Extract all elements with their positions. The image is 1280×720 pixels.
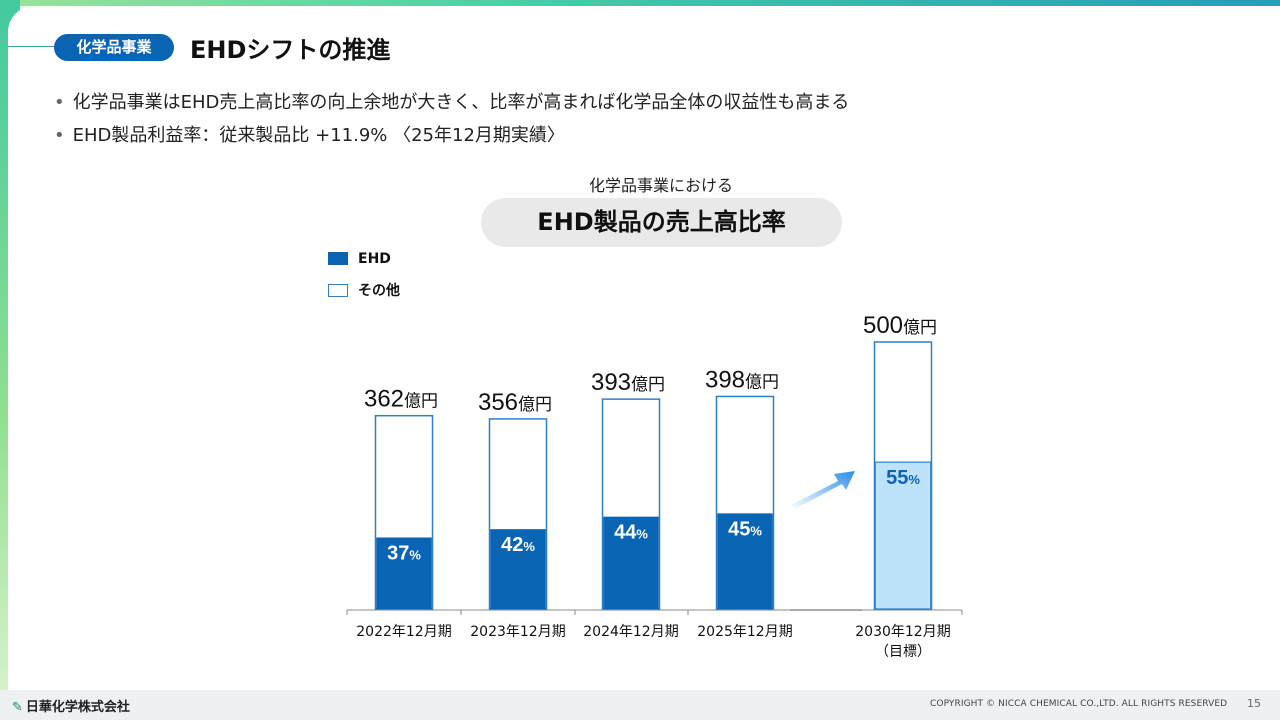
legend-label: その他 xyxy=(358,283,400,299)
ratio-label: 45% xyxy=(728,518,762,540)
total-label: 356億円 xyxy=(478,389,552,416)
legend-label: EHD xyxy=(358,251,391,267)
bullet-item-1: • 化学品事業はEHD売上高比率の向上余地が大きく、比率が高まれば化学品全体の収益… xyxy=(54,88,849,114)
legend-swatch-filled xyxy=(328,252,348,265)
total-label: 398億円 xyxy=(705,366,779,393)
bar-ehd xyxy=(376,537,432,609)
bar-ehd xyxy=(490,529,546,609)
copyright-text: COPYRIGHT © NICCA CHEMICAL CO.,LTD. ALL … xyxy=(930,699,1228,709)
total-label: 362億円 xyxy=(364,386,438,413)
category-label: 2023年12月期 xyxy=(470,624,565,640)
header-deco-line xyxy=(8,46,60,47)
category-label: 2025年12月期 xyxy=(697,624,792,640)
ratio-label: 44% xyxy=(614,522,648,544)
slide-title: EHDシフトの推進 xyxy=(190,36,391,64)
top-gradient-bar xyxy=(0,0,1280,6)
chart-title: EHD製品の売上高比率 xyxy=(481,198,842,247)
ratio-label: 55% xyxy=(886,467,920,489)
growth-arrow-icon xyxy=(791,471,855,509)
category-label: 2024年12月期 xyxy=(583,624,678,640)
bullet-dot-icon: • xyxy=(54,125,65,146)
bullet-text: 化学品事業はEHD売上高比率の向上余地が大きく、比率が高まれば化学品全体の収益性… xyxy=(72,92,850,113)
bar-ehd xyxy=(603,516,659,609)
logo-text: 日華化学株式会社 xyxy=(25,700,130,715)
bar-chart: 37% 362億円 2022年12月期 42% 356億円 2023年12月期 44% 393… xyxy=(346,312,963,660)
footer-bar xyxy=(0,690,1280,720)
total-label: 393億円 xyxy=(591,369,665,396)
legend-item-other: その他 xyxy=(328,280,400,300)
legend-swatch-outline xyxy=(328,284,348,297)
bullet-item-2: • EHD製品利益率：従来製品比 +11.9% 〈25年12月期実績〉 xyxy=(54,121,565,147)
logo-mark-icon: ✎ xyxy=(12,700,23,715)
company-logo: ✎ 日華化学株式会社 xyxy=(12,696,130,715)
total-label: 500億円 xyxy=(863,312,937,339)
ratio-label: 42% xyxy=(501,534,535,556)
page-number: 15 xyxy=(1247,697,1261,710)
category-note-label: （目標） xyxy=(875,644,931,660)
ratio-label: 37% xyxy=(387,542,421,564)
section-tag: 化学品事業 xyxy=(54,34,174,61)
chart-subtitle: 化学品事業における xyxy=(588,176,733,195)
bar-ehd xyxy=(874,461,932,610)
legend-item-ehd: EHD xyxy=(328,251,391,267)
category-label: 2022年12月期 xyxy=(356,624,451,640)
bullet-text: EHD製品利益率：従来製品比 +11.9% 〈25年12月期実績〉 xyxy=(72,125,565,146)
bar-ehd xyxy=(717,513,773,609)
bullet-dot-icon: • xyxy=(54,92,65,113)
category-label: 2030年12月期 xyxy=(855,624,950,640)
